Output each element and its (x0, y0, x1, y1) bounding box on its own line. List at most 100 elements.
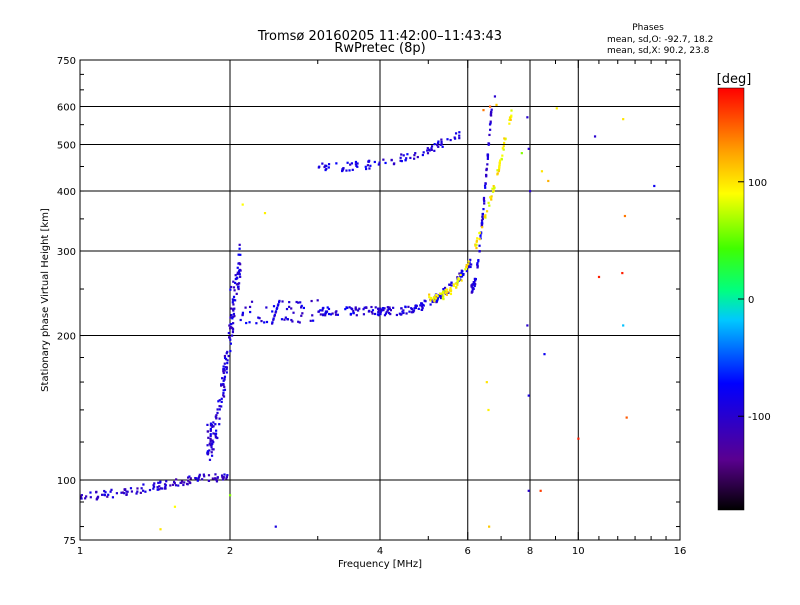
data-point (206, 450, 210, 453)
data-point (539, 489, 542, 492)
data-point (460, 279, 463, 282)
data-point (152, 487, 155, 490)
data-point (484, 186, 487, 189)
data-point (501, 154, 504, 157)
data-point (322, 313, 325, 316)
data-point (272, 317, 275, 320)
data-point (379, 312, 382, 316)
data-point (188, 475, 191, 478)
data-point (158, 488, 161, 491)
data-point (499, 159, 502, 162)
data-point (180, 480, 184, 483)
data-point (209, 422, 213, 425)
data-point (80, 497, 83, 500)
data-point (399, 313, 402, 316)
data-point (485, 175, 488, 178)
data-point (483, 215, 486, 218)
data-point (129, 487, 133, 490)
data-point (485, 381, 488, 384)
data-point (222, 395, 226, 398)
data-point (465, 269, 468, 273)
data-point (210, 451, 213, 454)
data-point (520, 152, 523, 155)
data-point (222, 476, 225, 479)
data-point (327, 166, 330, 169)
data-point (488, 204, 491, 207)
data-point (216, 411, 219, 415)
data-point (449, 138, 452, 142)
y-tick-label: 750 (57, 56, 76, 67)
data-point (439, 295, 442, 298)
data-point (354, 306, 357, 309)
data-point (433, 295, 436, 299)
data-point (238, 262, 241, 265)
data-point (382, 309, 385, 312)
data-point (597, 275, 601, 279)
data-point (208, 449, 211, 452)
data-point (369, 164, 372, 167)
data-point (467, 260, 470, 263)
data-point (475, 239, 478, 242)
data-point (309, 319, 312, 322)
data-point (472, 282, 475, 285)
data-point (510, 109, 513, 112)
data-point (416, 155, 419, 159)
data-point (225, 477, 228, 480)
data-point (106, 495, 109, 498)
data-point (295, 300, 298, 304)
data-point (345, 169, 348, 172)
data-point (126, 490, 129, 493)
data-point (142, 483, 145, 486)
data-point (440, 138, 443, 141)
data-point (241, 203, 244, 206)
data-point (249, 310, 252, 314)
data-point (202, 473, 205, 476)
data-point (503, 141, 506, 145)
data-point (381, 308, 384, 311)
colorbar-tick-label: 0 (748, 295, 754, 306)
data-point (459, 275, 462, 278)
data-point (84, 497, 87, 500)
data-point (439, 294, 442, 297)
data-point (235, 283, 238, 286)
data-point (290, 318, 293, 322)
data-point (230, 307, 233, 310)
data-point (472, 280, 475, 284)
data-point (233, 307, 236, 310)
data-point (223, 377, 226, 380)
data-point (173, 482, 176, 485)
data-point (228, 336, 231, 339)
data-point (212, 432, 215, 435)
data-point (526, 324, 529, 327)
data-point (452, 283, 455, 286)
data-point (139, 491, 142, 494)
data-point (207, 474, 211, 477)
data-point (504, 137, 507, 140)
data-point (454, 132, 458, 135)
data-point (417, 307, 420, 310)
data-point (230, 285, 233, 289)
data-point (183, 481, 186, 484)
data-point (214, 432, 218, 435)
data-point (123, 488, 126, 491)
data-point (486, 153, 490, 156)
data-point (480, 219, 484, 222)
data-point (299, 301, 302, 304)
data-point (331, 312, 334, 315)
data-point (228, 327, 232, 330)
data-point (412, 310, 415, 314)
data-point (482, 198, 486, 201)
data-point (486, 163, 489, 166)
data-point (300, 306, 303, 309)
y-tick-label: 500 (57, 141, 76, 152)
data-point (270, 322, 274, 325)
data-point (96, 495, 100, 498)
data-point (414, 306, 417, 310)
data-point (373, 160, 376, 164)
data-point (241, 313, 244, 316)
data-point (159, 528, 162, 531)
x-tick-label: 16 (674, 546, 687, 557)
x-tick-label: 4 (377, 546, 383, 557)
data-point (283, 318, 286, 321)
data-point (490, 111, 493, 114)
